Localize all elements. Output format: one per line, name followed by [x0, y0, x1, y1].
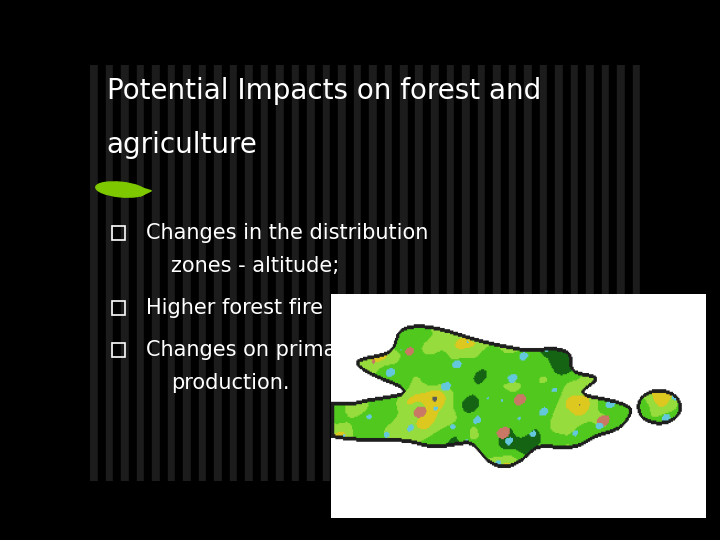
Bar [230, 65, 238, 481]
Text: Potential Impacts on forest and: Potential Impacts on forest and [107, 77, 541, 105]
Bar [129, 65, 137, 481]
Bar [354, 65, 361, 481]
Bar [469, 65, 477, 481]
Bar [539, 65, 547, 481]
Bar [625, 65, 632, 481]
Bar [415, 65, 423, 481]
Bar [547, 65, 555, 481]
Polygon shape [140, 187, 151, 196]
Bar [594, 65, 601, 481]
Bar [400, 65, 408, 481]
Bar [206, 65, 214, 481]
Bar [555, 65, 563, 481]
Bar [485, 65, 493, 481]
Bar [377, 65, 384, 481]
Bar [586, 65, 594, 481]
Bar [113, 65, 121, 481]
Bar [617, 65, 625, 481]
Bar [609, 65, 617, 481]
Bar [330, 65, 338, 481]
Bar [477, 65, 485, 481]
Bar [508, 65, 516, 481]
Bar [238, 65, 245, 481]
Bar [144, 65, 152, 481]
Bar [276, 65, 284, 481]
Bar [300, 65, 307, 481]
Text: Higher forest fire risks;: Higher forest fire risks; [145, 298, 384, 318]
Bar [454, 65, 462, 481]
Bar [112, 301, 125, 315]
Bar [438, 65, 446, 481]
Bar [431, 65, 438, 481]
Bar [245, 65, 253, 481]
Bar [570, 65, 578, 481]
Bar [392, 65, 400, 481]
Bar [346, 65, 354, 481]
Bar [261, 65, 269, 481]
Bar [253, 65, 261, 481]
Bar [199, 65, 206, 481]
Text: production.: production. [171, 373, 289, 393]
Bar [493, 65, 500, 481]
Bar [152, 65, 160, 481]
Bar [214, 65, 222, 481]
Text: agriculture: agriculture [107, 131, 258, 159]
Bar [462, 65, 469, 481]
Bar [292, 65, 300, 481]
Bar [121, 65, 129, 481]
Bar [175, 65, 183, 481]
Bar [446, 65, 454, 481]
Bar [423, 65, 431, 481]
Bar [563, 65, 570, 481]
Text: Changes in the distribution: Changes in the distribution [145, 223, 428, 243]
Bar [338, 65, 346, 481]
Bar [222, 65, 230, 481]
Bar [98, 65, 106, 481]
Bar [284, 65, 292, 481]
Bar [106, 65, 113, 481]
Bar [500, 65, 508, 481]
Bar [112, 342, 125, 357]
Bar [137, 65, 144, 481]
Ellipse shape [96, 182, 145, 197]
Bar [160, 65, 168, 481]
Bar [307, 65, 315, 481]
Bar [601, 65, 609, 481]
Bar [516, 65, 524, 481]
Bar [315, 65, 323, 481]
Bar [369, 65, 377, 481]
Bar [361, 65, 369, 481]
Bar [269, 65, 276, 481]
Bar [524, 65, 532, 481]
Bar [632, 65, 640, 481]
Bar [90, 65, 98, 481]
Bar [532, 65, 539, 481]
Bar [191, 65, 199, 481]
Bar [578, 65, 586, 481]
Bar [112, 226, 125, 240]
Bar [384, 65, 392, 481]
Bar [640, 65, 648, 481]
Bar [323, 65, 330, 481]
Text: zones - altitude;: zones - altitude; [171, 256, 339, 276]
Bar [183, 65, 191, 481]
Bar [168, 65, 175, 481]
Text: Changes on primary: Changes on primary [145, 340, 357, 360]
Bar [408, 65, 415, 481]
